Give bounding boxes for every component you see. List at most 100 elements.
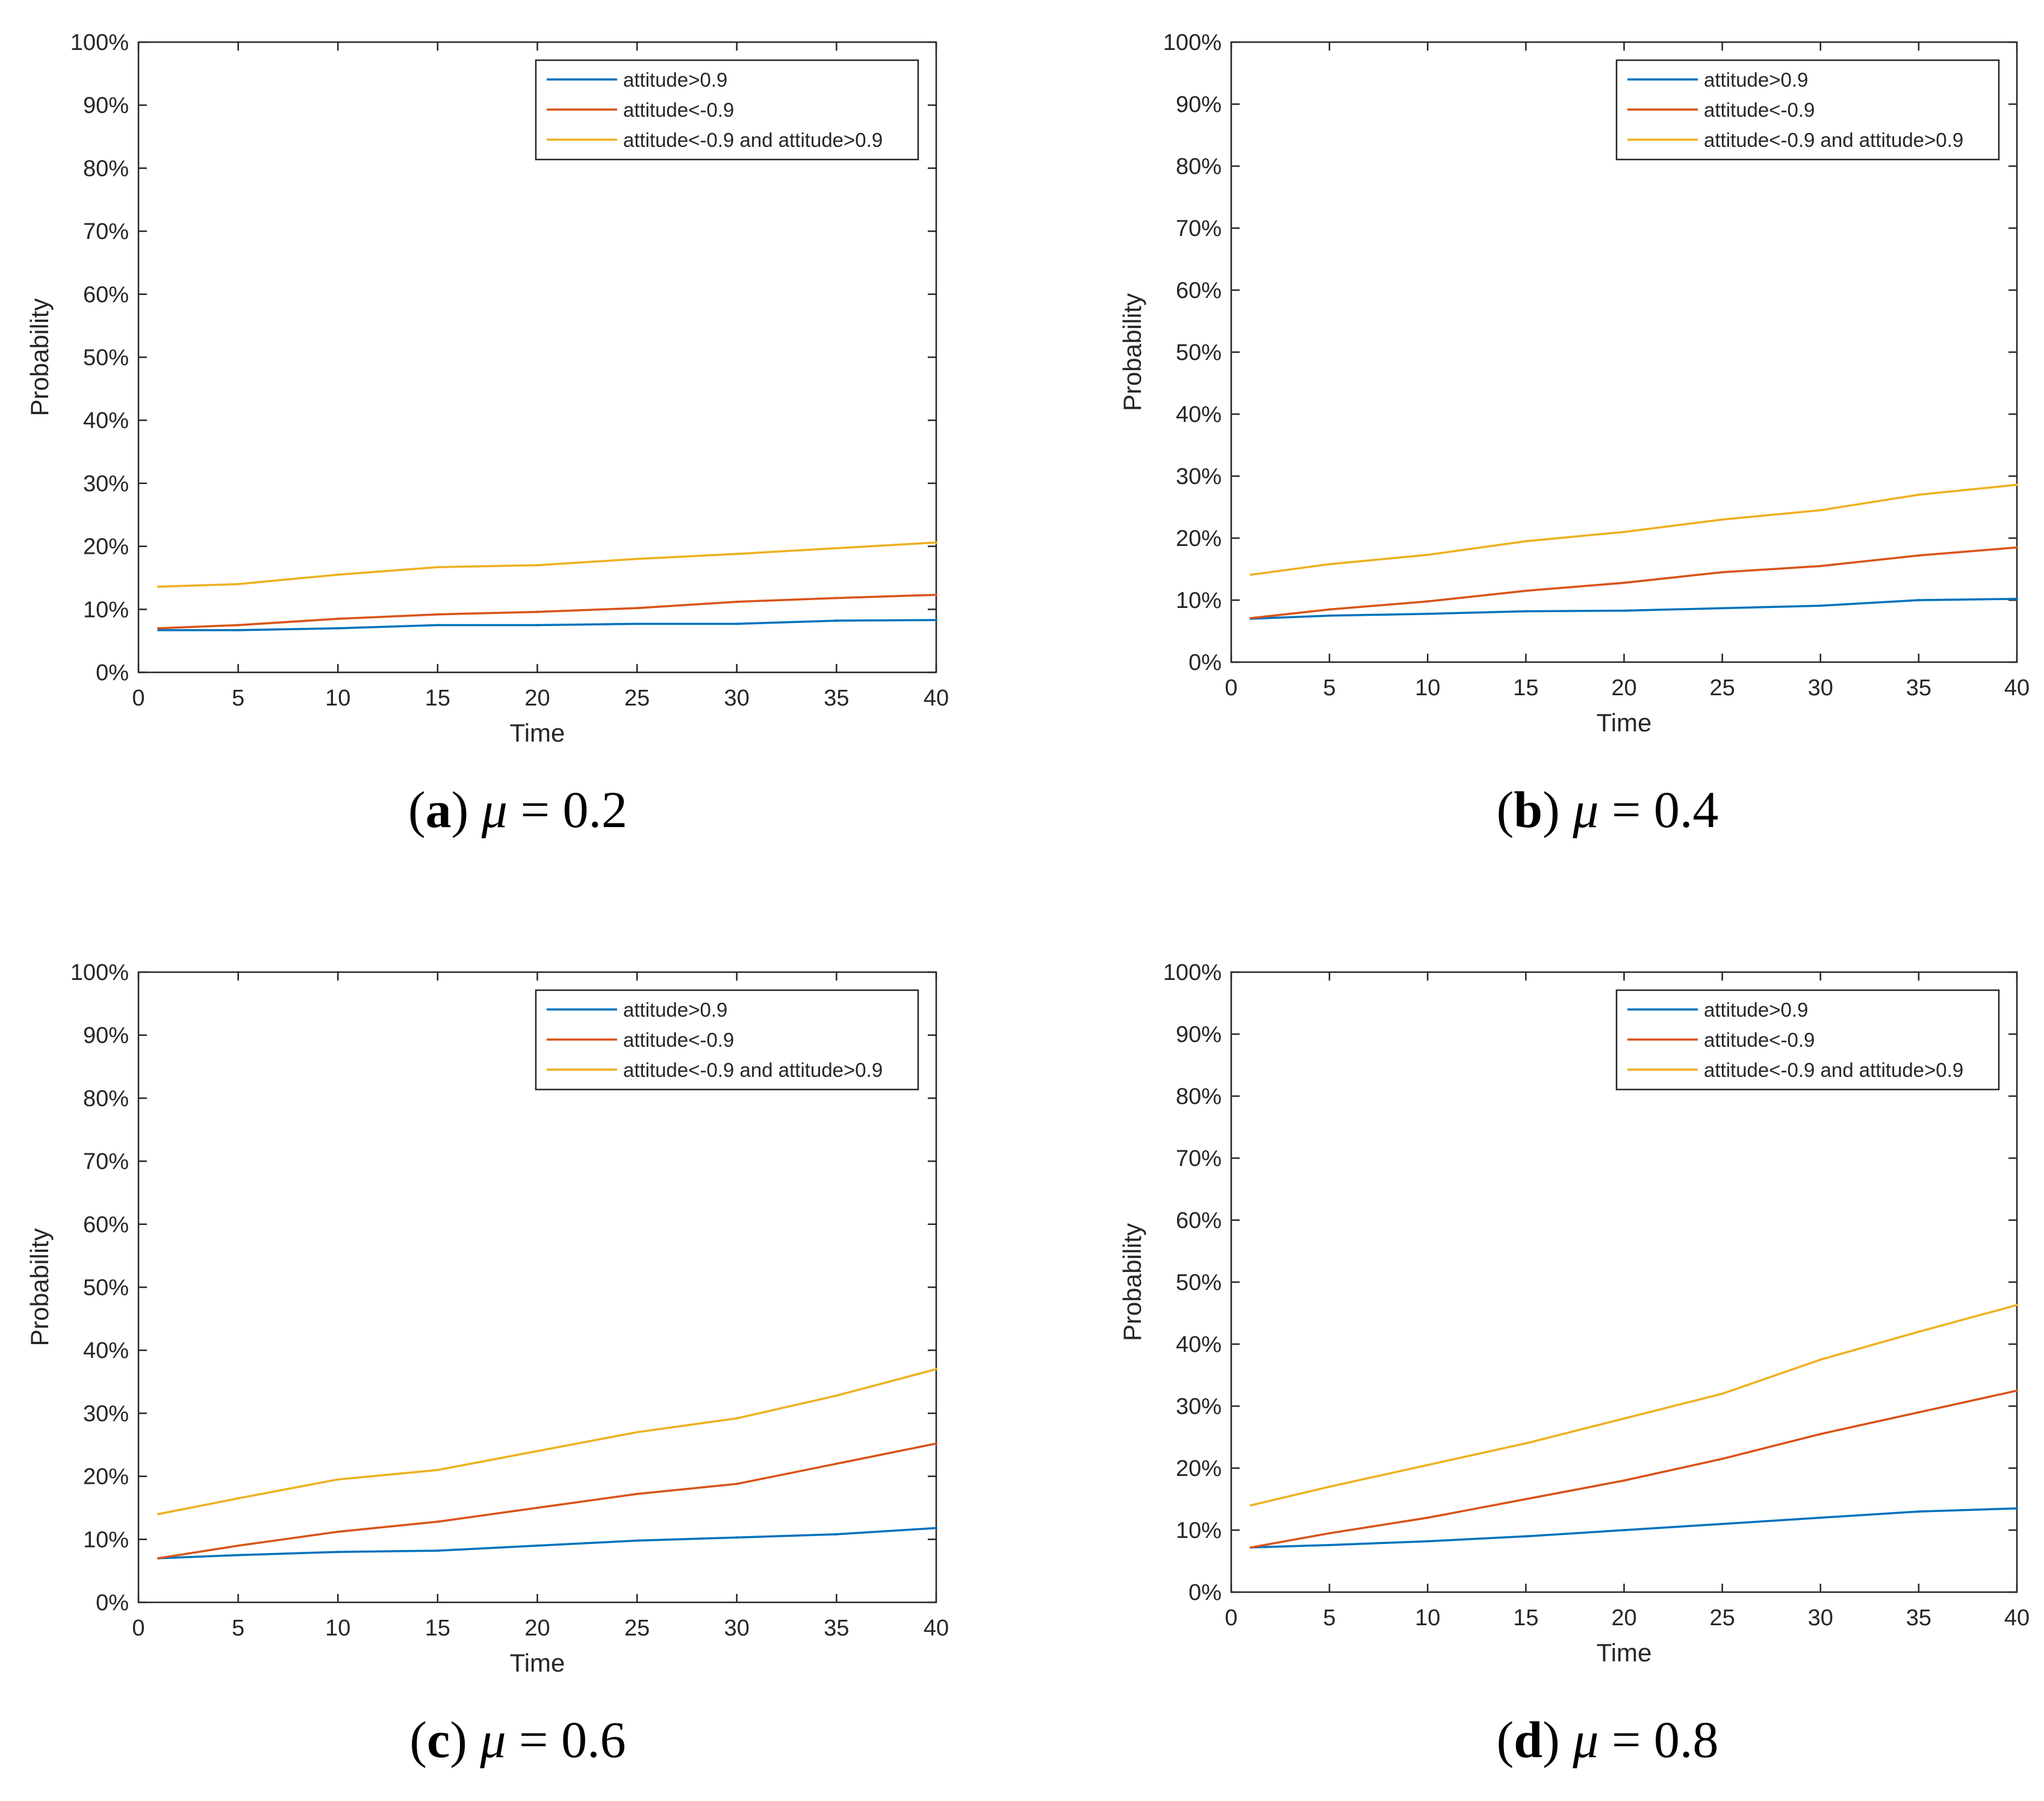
caption-symbol: μ xyxy=(1573,781,1599,839)
data-point xyxy=(1721,518,1724,521)
caption-letter: a xyxy=(425,781,452,839)
x-tick-label: 35 xyxy=(824,1616,849,1641)
data-point xyxy=(735,1483,738,1486)
caption-equals: = xyxy=(519,1711,548,1768)
data-point xyxy=(1426,1516,1429,1519)
x-tick-label: 25 xyxy=(1709,675,1735,701)
y-tick-label: 40% xyxy=(1176,402,1222,427)
legend-label: attitude<-0.9 and attitude>0.9 xyxy=(623,1059,883,1081)
data-point xyxy=(436,613,439,616)
data-point xyxy=(1819,604,1822,607)
legend-label: attitude>0.9 xyxy=(623,999,727,1021)
data-point xyxy=(1249,573,1252,576)
caption-symbol: μ xyxy=(480,1711,506,1768)
caption-letter: b xyxy=(1514,781,1543,839)
x-tick-label: 5 xyxy=(1323,1605,1336,1631)
data-point xyxy=(1426,612,1429,615)
y-tick-label: 80% xyxy=(1176,1084,1222,1109)
data-point xyxy=(2016,1389,2018,1392)
y-tick-label: 100% xyxy=(70,30,129,55)
data-point xyxy=(1819,1516,1822,1519)
data-point xyxy=(237,583,240,586)
data-point xyxy=(1249,1504,1252,1507)
caption-equals: = xyxy=(1611,781,1641,839)
y-tick-label: 90% xyxy=(1176,92,1222,117)
data-point xyxy=(935,619,937,622)
data-point xyxy=(735,553,738,556)
data-point xyxy=(835,1462,838,1465)
data-point xyxy=(1819,1433,1822,1436)
data-point xyxy=(1623,1529,1626,1531)
data-point xyxy=(237,628,240,631)
data-point xyxy=(337,618,340,621)
data-point xyxy=(536,1449,539,1452)
data-point xyxy=(1524,610,1527,613)
data-point xyxy=(636,1539,639,1542)
data-point xyxy=(636,557,639,560)
x-tick-label: 30 xyxy=(1808,1605,1833,1631)
y-tick-label: 80% xyxy=(1176,154,1222,179)
data-point xyxy=(1524,1535,1527,1538)
legend-label: attitude<-0.9 xyxy=(623,99,734,121)
data-point xyxy=(337,1530,340,1533)
caption-value: 0.8 xyxy=(1653,1711,1719,1768)
data-point xyxy=(536,624,539,627)
legend-label: attitude>0.9 xyxy=(1704,999,1808,1021)
x-tick-label: 35 xyxy=(1906,1605,1931,1631)
data-point xyxy=(436,1549,439,1552)
y-tick-label: 70% xyxy=(1176,1146,1222,1171)
data-point xyxy=(157,585,160,588)
y-tick-label: 50% xyxy=(83,1276,129,1301)
x-tick-label: 15 xyxy=(425,1616,450,1641)
y-axis-label: Probability xyxy=(1118,293,1146,411)
x-tick-label: 15 xyxy=(1513,1605,1538,1631)
data-point xyxy=(835,1533,838,1536)
data-point xyxy=(1721,607,1724,610)
data-point xyxy=(1524,540,1527,543)
data-point xyxy=(735,622,738,625)
y-tick-label: 0% xyxy=(96,660,129,686)
data-point xyxy=(1917,554,1920,557)
y-tick-label: 60% xyxy=(83,1212,129,1238)
y-tick-label: 60% xyxy=(1176,278,1222,303)
legend-label: attitude<-0.9 and attitude>0.9 xyxy=(1704,129,1963,151)
caption-d: (d) μ = 0.8 xyxy=(1496,1711,1719,1768)
y-tick-label: 30% xyxy=(1176,464,1222,489)
x-tick-label: 10 xyxy=(325,686,350,711)
x-tick-label: 20 xyxy=(1611,1605,1636,1631)
data-point xyxy=(1524,589,1527,592)
caption-equals: = xyxy=(520,781,550,839)
x-tick-label: 40 xyxy=(2004,1605,2030,1631)
y-tick-label: 50% xyxy=(83,346,129,371)
x-tick-label: 0 xyxy=(132,1616,144,1641)
data-point xyxy=(157,627,160,630)
x-tick-label: 40 xyxy=(924,686,949,711)
data-point xyxy=(536,1544,539,1547)
legend-label: attitude<-0.9 xyxy=(623,1029,734,1051)
x-tick-label: 5 xyxy=(1323,675,1336,701)
y-tick-label: 60% xyxy=(83,282,129,308)
caption-equals: = xyxy=(1611,1711,1641,1768)
data-point xyxy=(835,619,838,622)
data-point xyxy=(1249,1546,1252,1549)
legend-label: attitude<-0.9 and attitude>0.9 xyxy=(623,129,883,151)
data-point xyxy=(536,1506,539,1509)
data-point xyxy=(1623,1479,1626,1482)
data-point xyxy=(1623,581,1626,584)
data-point xyxy=(237,1554,240,1557)
data-point xyxy=(1328,563,1331,566)
y-tick-label: 10% xyxy=(1176,1518,1222,1543)
data-point xyxy=(636,607,639,610)
data-point xyxy=(337,1478,340,1481)
caption-a: (a) μ = 0.2 xyxy=(408,781,627,839)
x-tick-label: 5 xyxy=(232,1616,244,1641)
data-point xyxy=(1426,553,1429,556)
data-point xyxy=(636,622,639,625)
data-point xyxy=(1917,599,1920,601)
x-tick-label: 0 xyxy=(1225,1605,1237,1631)
data-point xyxy=(1917,1411,1920,1414)
chart-panel-d: 0% 10% 20% 30% 40% 50% 60% 70% 80% 90% 100% 0 5 10 15 2… xyxy=(1118,960,2030,1667)
caption-value: 0.6 xyxy=(561,1711,626,1768)
y-tick-label: 100% xyxy=(1163,30,1222,55)
